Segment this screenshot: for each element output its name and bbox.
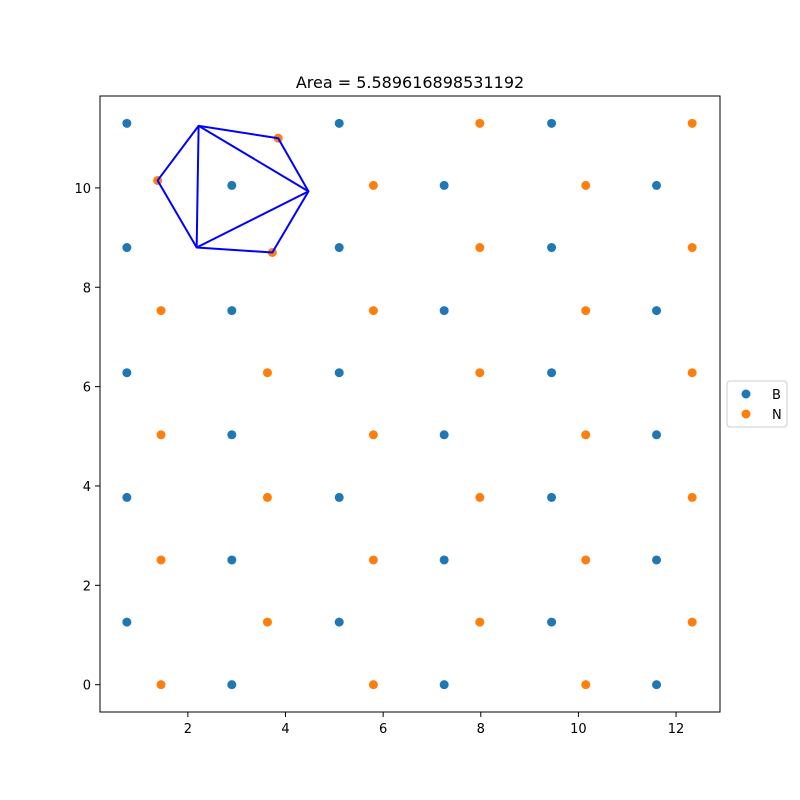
point-n-10 — [368, 306, 378, 316]
y-tick-label: 6 — [83, 381, 91, 396]
point-b-5 — [652, 180, 662, 190]
point-b-7 — [334, 243, 344, 253]
point-b-0 — [122, 118, 132, 128]
triangulation-edge-1 — [198, 124, 309, 193]
point-b-25 — [334, 617, 344, 627]
point-b-10 — [439, 306, 449, 316]
point-n-28 — [368, 680, 378, 690]
y-tick-label: 8 — [83, 281, 91, 296]
point-b-24 — [122, 617, 132, 627]
point-n-9 — [156, 306, 166, 316]
point-n-23 — [581, 555, 591, 565]
point-n-24 — [262, 617, 272, 627]
point-n-29 — [581, 680, 591, 690]
point-b-8 — [547, 243, 557, 253]
point-n-25 — [475, 617, 485, 627]
point-n-22 — [368, 555, 378, 565]
point-b-2 — [547, 118, 557, 128]
plot-area — [122, 118, 697, 690]
point-b-4 — [439, 180, 449, 190]
point-b-21 — [227, 555, 237, 565]
legend-label-b: B — [772, 388, 781, 403]
x-tick-label: 8 — [477, 722, 485, 737]
point-n-14 — [687, 368, 697, 378]
point-n-8 — [687, 243, 697, 253]
axis-ticks: 2 4 6 8 10 12 0 2 4 6 8 10 — [74, 182, 684, 737]
point-n-12 — [262, 368, 272, 378]
x-tick-label: 2 — [184, 722, 192, 737]
point-n-27 — [156, 680, 166, 690]
point-n-16 — [368, 430, 378, 440]
point-n-15 — [156, 430, 166, 440]
point-n-21 — [156, 555, 166, 565]
y-tick-label: 0 — [83, 679, 91, 694]
point-b-1 — [334, 118, 344, 128]
triangulation-edge-2 — [196, 190, 309, 249]
x-tick-label: 10 — [570, 722, 587, 737]
point-b-13 — [334, 368, 344, 378]
point-b-20 — [547, 492, 557, 502]
y-tick-label: 10 — [74, 182, 91, 197]
point-n-17 — [581, 430, 591, 440]
point-b-29 — [652, 680, 662, 690]
point-n-2 — [687, 118, 697, 128]
point-b-28 — [439, 680, 449, 690]
y-tick-label: 4 — [83, 480, 91, 495]
point-n-5 — [581, 180, 591, 190]
point-n-4 — [368, 180, 378, 190]
point-b-23 — [652, 555, 662, 565]
point-b-9 — [227, 306, 237, 316]
triangulation-edge-0 — [195, 125, 200, 248]
point-b-27 — [227, 680, 237, 690]
point-b-12 — [122, 368, 132, 378]
point-b-11 — [652, 306, 662, 316]
x-tick-label: 4 — [281, 722, 289, 737]
point-n-1 — [475, 118, 485, 128]
point-b-17 — [652, 430, 662, 440]
point-b-22 — [439, 555, 449, 565]
point-b-16 — [439, 430, 449, 440]
point-b-18 — [122, 492, 132, 502]
point-n-18 — [262, 492, 272, 502]
point-b-3 — [227, 180, 237, 190]
x-tick-label: 12 — [668, 722, 685, 737]
point-b-15 — [227, 430, 237, 440]
axes-frame — [99, 95, 721, 713]
legend: BN — [726, 380, 788, 428]
point-n-13 — [475, 368, 485, 378]
point-n-20 — [687, 492, 697, 502]
point-n-7 — [475, 243, 485, 253]
hexagon-outline — [156, 124, 310, 254]
legend-label-n: N — [772, 408, 782, 423]
point-b-14 — [547, 368, 557, 378]
chart-title: Area = 5.589616898531192 — [296, 73, 524, 92]
point-b-26 — [547, 617, 557, 627]
legend-marker-b — [741, 389, 751, 399]
point-n-11 — [581, 306, 591, 316]
y-tick-label: 2 — [83, 579, 91, 594]
point-b-19 — [334, 492, 344, 502]
point-b-6 — [122, 243, 132, 253]
x-tick-label: 6 — [379, 722, 387, 737]
legend-marker-n — [741, 409, 751, 419]
point-n-19 — [475, 492, 485, 502]
point-n-26 — [687, 617, 697, 627]
